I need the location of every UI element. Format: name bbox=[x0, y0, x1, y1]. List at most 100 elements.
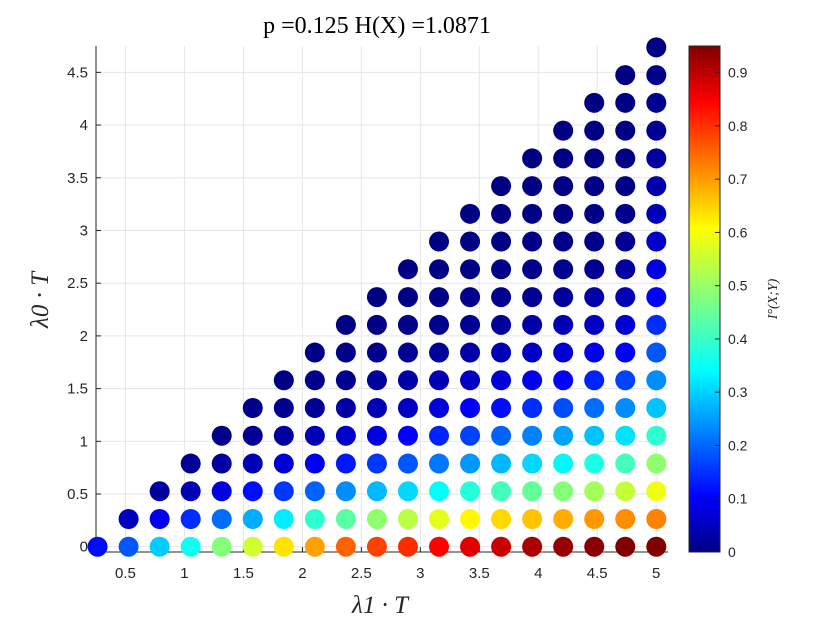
data-point bbox=[522, 231, 543, 252]
data-point bbox=[553, 425, 574, 446]
x-tick-label: 0.5 bbox=[115, 565, 136, 582]
data-point bbox=[366, 509, 387, 530]
colorbar-tick-label: 0 bbox=[728, 544, 736, 560]
data-point bbox=[646, 398, 667, 419]
data-point bbox=[304, 398, 325, 419]
data-point bbox=[584, 398, 605, 419]
data-point bbox=[149, 536, 170, 557]
colorbar-tick-label: 0.6 bbox=[728, 224, 748, 240]
data-point bbox=[584, 259, 605, 280]
data-point bbox=[429, 481, 450, 502]
data-point bbox=[242, 425, 263, 446]
data-point bbox=[429, 287, 450, 308]
data-point bbox=[553, 176, 574, 197]
data-point bbox=[615, 536, 636, 557]
colorbar-tick-label: 0.4 bbox=[728, 331, 748, 347]
data-point bbox=[335, 398, 356, 419]
data-point bbox=[366, 370, 387, 391]
y-tick-label: 4 bbox=[80, 117, 88, 134]
y-tick-label: 4.5 bbox=[67, 64, 88, 81]
data-point bbox=[397, 536, 418, 557]
data-points bbox=[87, 37, 667, 557]
data-point bbox=[522, 370, 543, 391]
data-point bbox=[335, 314, 356, 335]
data-point bbox=[646, 231, 667, 252]
data-point bbox=[180, 536, 201, 557]
data-point bbox=[180, 453, 201, 474]
data-point bbox=[460, 453, 481, 474]
data-point bbox=[180, 509, 201, 530]
data-point bbox=[491, 481, 512, 502]
data-point bbox=[429, 398, 450, 419]
data-point bbox=[335, 509, 356, 530]
data-point bbox=[646, 314, 667, 335]
data-point bbox=[553, 120, 574, 141]
y-tick-label: 3 bbox=[80, 222, 88, 239]
colorbar-tick-label: 0.8 bbox=[728, 118, 748, 134]
data-point bbox=[429, 314, 450, 335]
data-point bbox=[646, 148, 667, 169]
data-point bbox=[584, 425, 605, 446]
data-point bbox=[304, 342, 325, 363]
data-point bbox=[553, 314, 574, 335]
data-point bbox=[646, 509, 667, 530]
data-point bbox=[366, 314, 387, 335]
data-point bbox=[491, 176, 512, 197]
data-point bbox=[335, 425, 356, 446]
y-tick-label: 2 bbox=[80, 328, 88, 345]
data-point bbox=[553, 287, 574, 308]
y-tick-label: 1.5 bbox=[67, 381, 88, 398]
colorbar bbox=[688, 45, 721, 553]
data-point bbox=[584, 453, 605, 474]
data-point bbox=[460, 398, 481, 419]
data-point bbox=[553, 259, 574, 280]
data-point bbox=[491, 509, 512, 530]
data-point bbox=[429, 425, 450, 446]
data-point bbox=[646, 65, 667, 86]
colorbar-tick-label: 0.1 bbox=[728, 491, 748, 507]
data-point bbox=[646, 259, 667, 280]
data-point bbox=[429, 453, 450, 474]
data-point bbox=[460, 536, 481, 557]
data-point bbox=[522, 287, 543, 308]
data-point bbox=[273, 509, 294, 530]
data-point bbox=[366, 398, 387, 419]
colorbar-tick-label: 0.9 bbox=[728, 65, 748, 81]
data-point bbox=[304, 453, 325, 474]
colorbar-tick-labels: 0 0.1 0.2 0.3 0.4 0.5 0.6 0.7 0.8 0.9 bbox=[715, 65, 748, 560]
data-point bbox=[149, 509, 170, 530]
chart-title: p =0.125 H(X) =1.0871 bbox=[263, 13, 491, 39]
data-point bbox=[242, 398, 263, 419]
data-point bbox=[584, 509, 605, 530]
colorbar-tick-label: 0.7 bbox=[728, 171, 748, 187]
data-point bbox=[460, 259, 481, 280]
data-point bbox=[615, 370, 636, 391]
data-point bbox=[553, 481, 574, 502]
data-point bbox=[646, 342, 667, 363]
x-tick-label: 5 bbox=[652, 565, 660, 582]
data-point bbox=[273, 425, 294, 446]
data-point bbox=[397, 342, 418, 363]
colorbar-tick-label: 0.3 bbox=[728, 384, 748, 400]
data-point bbox=[584, 176, 605, 197]
data-point bbox=[615, 203, 636, 224]
data-point bbox=[273, 398, 294, 419]
data-point bbox=[553, 203, 574, 224]
data-point bbox=[335, 453, 356, 474]
data-point bbox=[366, 453, 387, 474]
data-point bbox=[615, 231, 636, 252]
data-point bbox=[491, 203, 512, 224]
data-point bbox=[366, 342, 387, 363]
y-tick-label: 0 bbox=[80, 539, 88, 556]
data-point bbox=[273, 536, 294, 557]
data-point bbox=[584, 481, 605, 502]
data-point bbox=[242, 453, 263, 474]
data-point bbox=[211, 536, 232, 557]
data-point bbox=[211, 481, 232, 502]
data-point bbox=[646, 37, 667, 58]
data-point bbox=[429, 342, 450, 363]
data-point bbox=[615, 314, 636, 335]
data-point bbox=[87, 536, 108, 557]
x-tick-label: 2.5 bbox=[351, 565, 372, 582]
data-point bbox=[584, 536, 605, 557]
